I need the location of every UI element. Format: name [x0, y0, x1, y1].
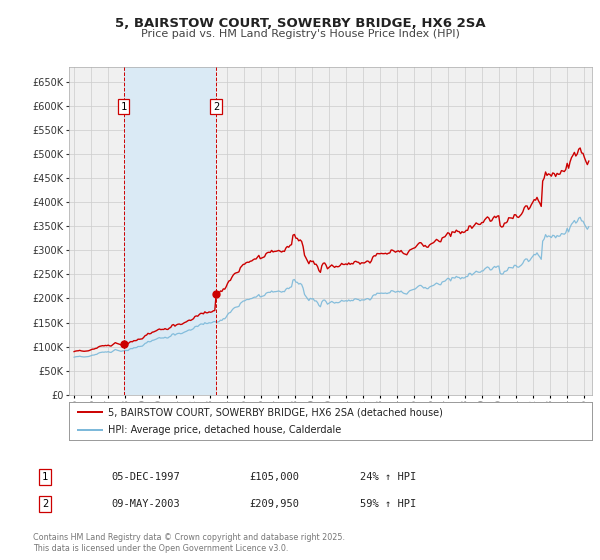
Bar	[124, 67, 216, 395]
Text: 1: 1	[121, 101, 127, 111]
Text: 24% ↑ HPI: 24% ↑ HPI	[360, 472, 416, 482]
Text: £105,000: £105,000	[249, 472, 299, 482]
Text: HPI: Average price, detached house, Calderdale: HPI: Average price, detached house, Cald…	[108, 424, 341, 435]
Text: £209,950: £209,950	[249, 499, 299, 509]
Text: 1: 1	[42, 472, 48, 482]
Text: Contains HM Land Registry data © Crown copyright and database right 2025.
This d: Contains HM Land Registry data © Crown c…	[33, 533, 345, 553]
Text: 09-MAY-2003: 09-MAY-2003	[111, 499, 180, 509]
Text: 2: 2	[213, 101, 219, 111]
Text: 2: 2	[42, 499, 48, 509]
Text: Price paid vs. HM Land Registry's House Price Index (HPI): Price paid vs. HM Land Registry's House …	[140, 29, 460, 39]
Text: 59% ↑ HPI: 59% ↑ HPI	[360, 499, 416, 509]
Text: 05-DEC-1997: 05-DEC-1997	[111, 472, 180, 482]
Text: 5, BAIRSTOW COURT, SOWERBY BRIDGE, HX6 2SA (detached house): 5, BAIRSTOW COURT, SOWERBY BRIDGE, HX6 2…	[108, 407, 443, 417]
Text: 5, BAIRSTOW COURT, SOWERBY BRIDGE, HX6 2SA: 5, BAIRSTOW COURT, SOWERBY BRIDGE, HX6 2…	[115, 17, 485, 30]
